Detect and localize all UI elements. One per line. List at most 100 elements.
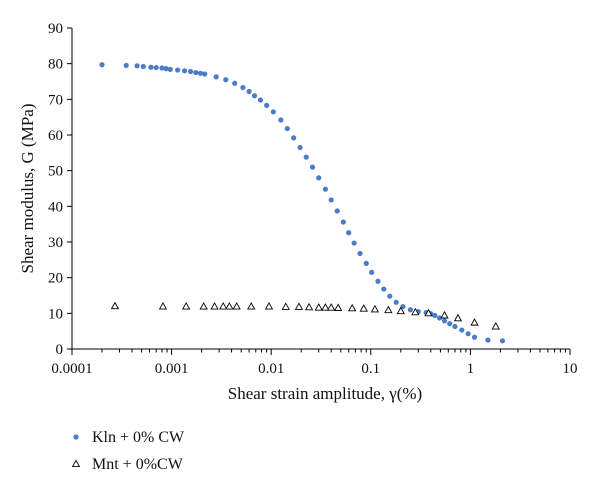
legend-circle-shape bbox=[73, 434, 79, 440]
x-tick-label: 1 bbox=[467, 361, 475, 377]
mnt-data-point bbox=[333, 303, 343, 311]
y-axis-tick-labels: 0 10 20 30 40 50 60 70 80 90 bbox=[48, 21, 63, 358]
y-tick-label: 80 bbox=[48, 57, 63, 73]
x-tick-label: 0.0001 bbox=[51, 361, 92, 377]
kln-data-point bbox=[436, 315, 443, 321]
kln-data-point bbox=[153, 64, 159, 71]
kln-data-point bbox=[284, 125, 290, 132]
chart-legend: Kln + 0% CW Mnt + 0%CW bbox=[71, 429, 185, 473]
kln-data-point bbox=[485, 337, 491, 343]
mnt-data-point bbox=[359, 304, 368, 312]
kln-data-point bbox=[432, 312, 438, 319]
kln-data-point bbox=[346, 230, 352, 236]
mnt-data-point bbox=[424, 308, 433, 317]
kln-data-point bbox=[193, 69, 199, 76]
y-tick-label: 60 bbox=[48, 128, 63, 144]
kln-data-point bbox=[471, 334, 478, 340]
kln-data-point bbox=[340, 219, 346, 225]
kln-data-point bbox=[251, 93, 258, 99]
mnt-data-point bbox=[158, 302, 168, 310]
y-tick-label: 10 bbox=[48, 306, 63, 322]
kln-data-point bbox=[163, 66, 169, 72]
kln-data-point bbox=[213, 74, 219, 80]
mnt-data-point bbox=[321, 303, 330, 311]
kln-data-point bbox=[328, 197, 334, 203]
mnt-data-point bbox=[281, 302, 290, 310]
y-axis-ticks bbox=[67, 27, 72, 350]
kln-data-point bbox=[240, 84, 246, 91]
kln-data-point bbox=[140, 63, 146, 70]
mnt-data-point bbox=[370, 304, 380, 313]
kln-data-point bbox=[297, 144, 303, 151]
y-tick-label: 70 bbox=[48, 92, 63, 108]
kln-data-point bbox=[351, 240, 357, 246]
mnt-data-point bbox=[199, 302, 208, 310]
kln-data-point bbox=[99, 62, 105, 68]
y-tick-label: 50 bbox=[48, 164, 63, 180]
kln-data-point bbox=[441, 318, 448, 324]
y-tick-label: 20 bbox=[48, 271, 63, 287]
kln-data-point bbox=[303, 154, 309, 160]
kln-data-point bbox=[246, 88, 252, 95]
kln-data-point bbox=[278, 117, 284, 123]
kln-data-point bbox=[393, 299, 399, 305]
mnt-data-point bbox=[264, 302, 274, 310]
kln-data-point bbox=[369, 269, 375, 275]
kln-data-point bbox=[181, 68, 188, 74]
legend-label-mnt: Mnt + 0%CW bbox=[92, 456, 184, 473]
legend-marker-circle-icon bbox=[73, 434, 79, 440]
mnt-data-point bbox=[304, 302, 314, 311]
kln-data-point bbox=[257, 97, 264, 103]
mnt-data-point bbox=[219, 302, 228, 310]
mnt-data-point bbox=[225, 302, 234, 310]
mnt-data-point bbox=[247, 302, 256, 310]
kln-data-point bbox=[381, 286, 387, 292]
mnt-data-point bbox=[326, 303, 336, 311]
kln-data-point bbox=[387, 293, 393, 299]
x-tick-label: 0.001 bbox=[155, 361, 189, 377]
x-axis-tick-labels: 0.0001 0.001 0.01 0.1 1 10 bbox=[51, 361, 577, 377]
kln-data-point bbox=[363, 260, 369, 266]
y-tick-label: 0 bbox=[56, 342, 64, 358]
kln-data-point bbox=[134, 63, 140, 69]
kln-data-point bbox=[167, 66, 173, 72]
x-axis-ticks bbox=[71, 349, 571, 355]
legend-triangle-shape bbox=[71, 459, 81, 467]
kln-data-point bbox=[187, 68, 194, 75]
x-axis-title: Shear strain amplitude, γ(%) bbox=[228, 384, 422, 403]
mnt-data-point bbox=[294, 302, 304, 310]
legend-item-kln: Kln + 0% CW bbox=[73, 429, 185, 446]
kln-data-point bbox=[407, 307, 414, 313]
kln-data-point bbox=[202, 71, 208, 77]
mnt-data-point bbox=[384, 305, 393, 314]
kln-data-point bbox=[357, 250, 363, 257]
y-axis-title: Shear modulus, G (MPa) bbox=[18, 104, 37, 274]
kln-data-point bbox=[232, 80, 238, 86]
kln-data-point bbox=[459, 327, 465, 333]
mnt-data-point bbox=[396, 306, 405, 315]
mnt-data-point bbox=[210, 302, 219, 310]
kln-data-point bbox=[223, 77, 229, 83]
series-mnt bbox=[110, 301, 501, 330]
kln-data-point bbox=[123, 62, 129, 69]
kln-data-point bbox=[148, 64, 154, 70]
legend-marker-triangle-icon bbox=[71, 459, 81, 467]
legend-label-kln: Kln + 0% CW bbox=[92, 429, 185, 446]
series-kln bbox=[99, 62, 506, 344]
kln-data-point bbox=[334, 208, 340, 214]
x-tick-label: 0.01 bbox=[258, 361, 284, 377]
mnt-data-point bbox=[181, 302, 191, 310]
mnt-data-point bbox=[470, 318, 479, 326]
mnt-data-point bbox=[110, 301, 120, 310]
kln-data-point bbox=[400, 303, 406, 310]
mnt-data-point bbox=[453, 313, 463, 322]
y-tick-label: 40 bbox=[48, 199, 63, 215]
kln-data-point bbox=[197, 70, 204, 76]
kln-data-point bbox=[447, 321, 453, 327]
x-tick-label: 10 bbox=[563, 361, 578, 377]
kln-data-point bbox=[499, 338, 506, 344]
mnt-data-point bbox=[232, 302, 241, 310]
chart-plot-area: 0.0001 0.001 0.01 0.1 1 10 0 10 20 30 40 50 60 70 80 9… bbox=[48, 21, 578, 377]
mnt-data-point bbox=[491, 322, 501, 330]
